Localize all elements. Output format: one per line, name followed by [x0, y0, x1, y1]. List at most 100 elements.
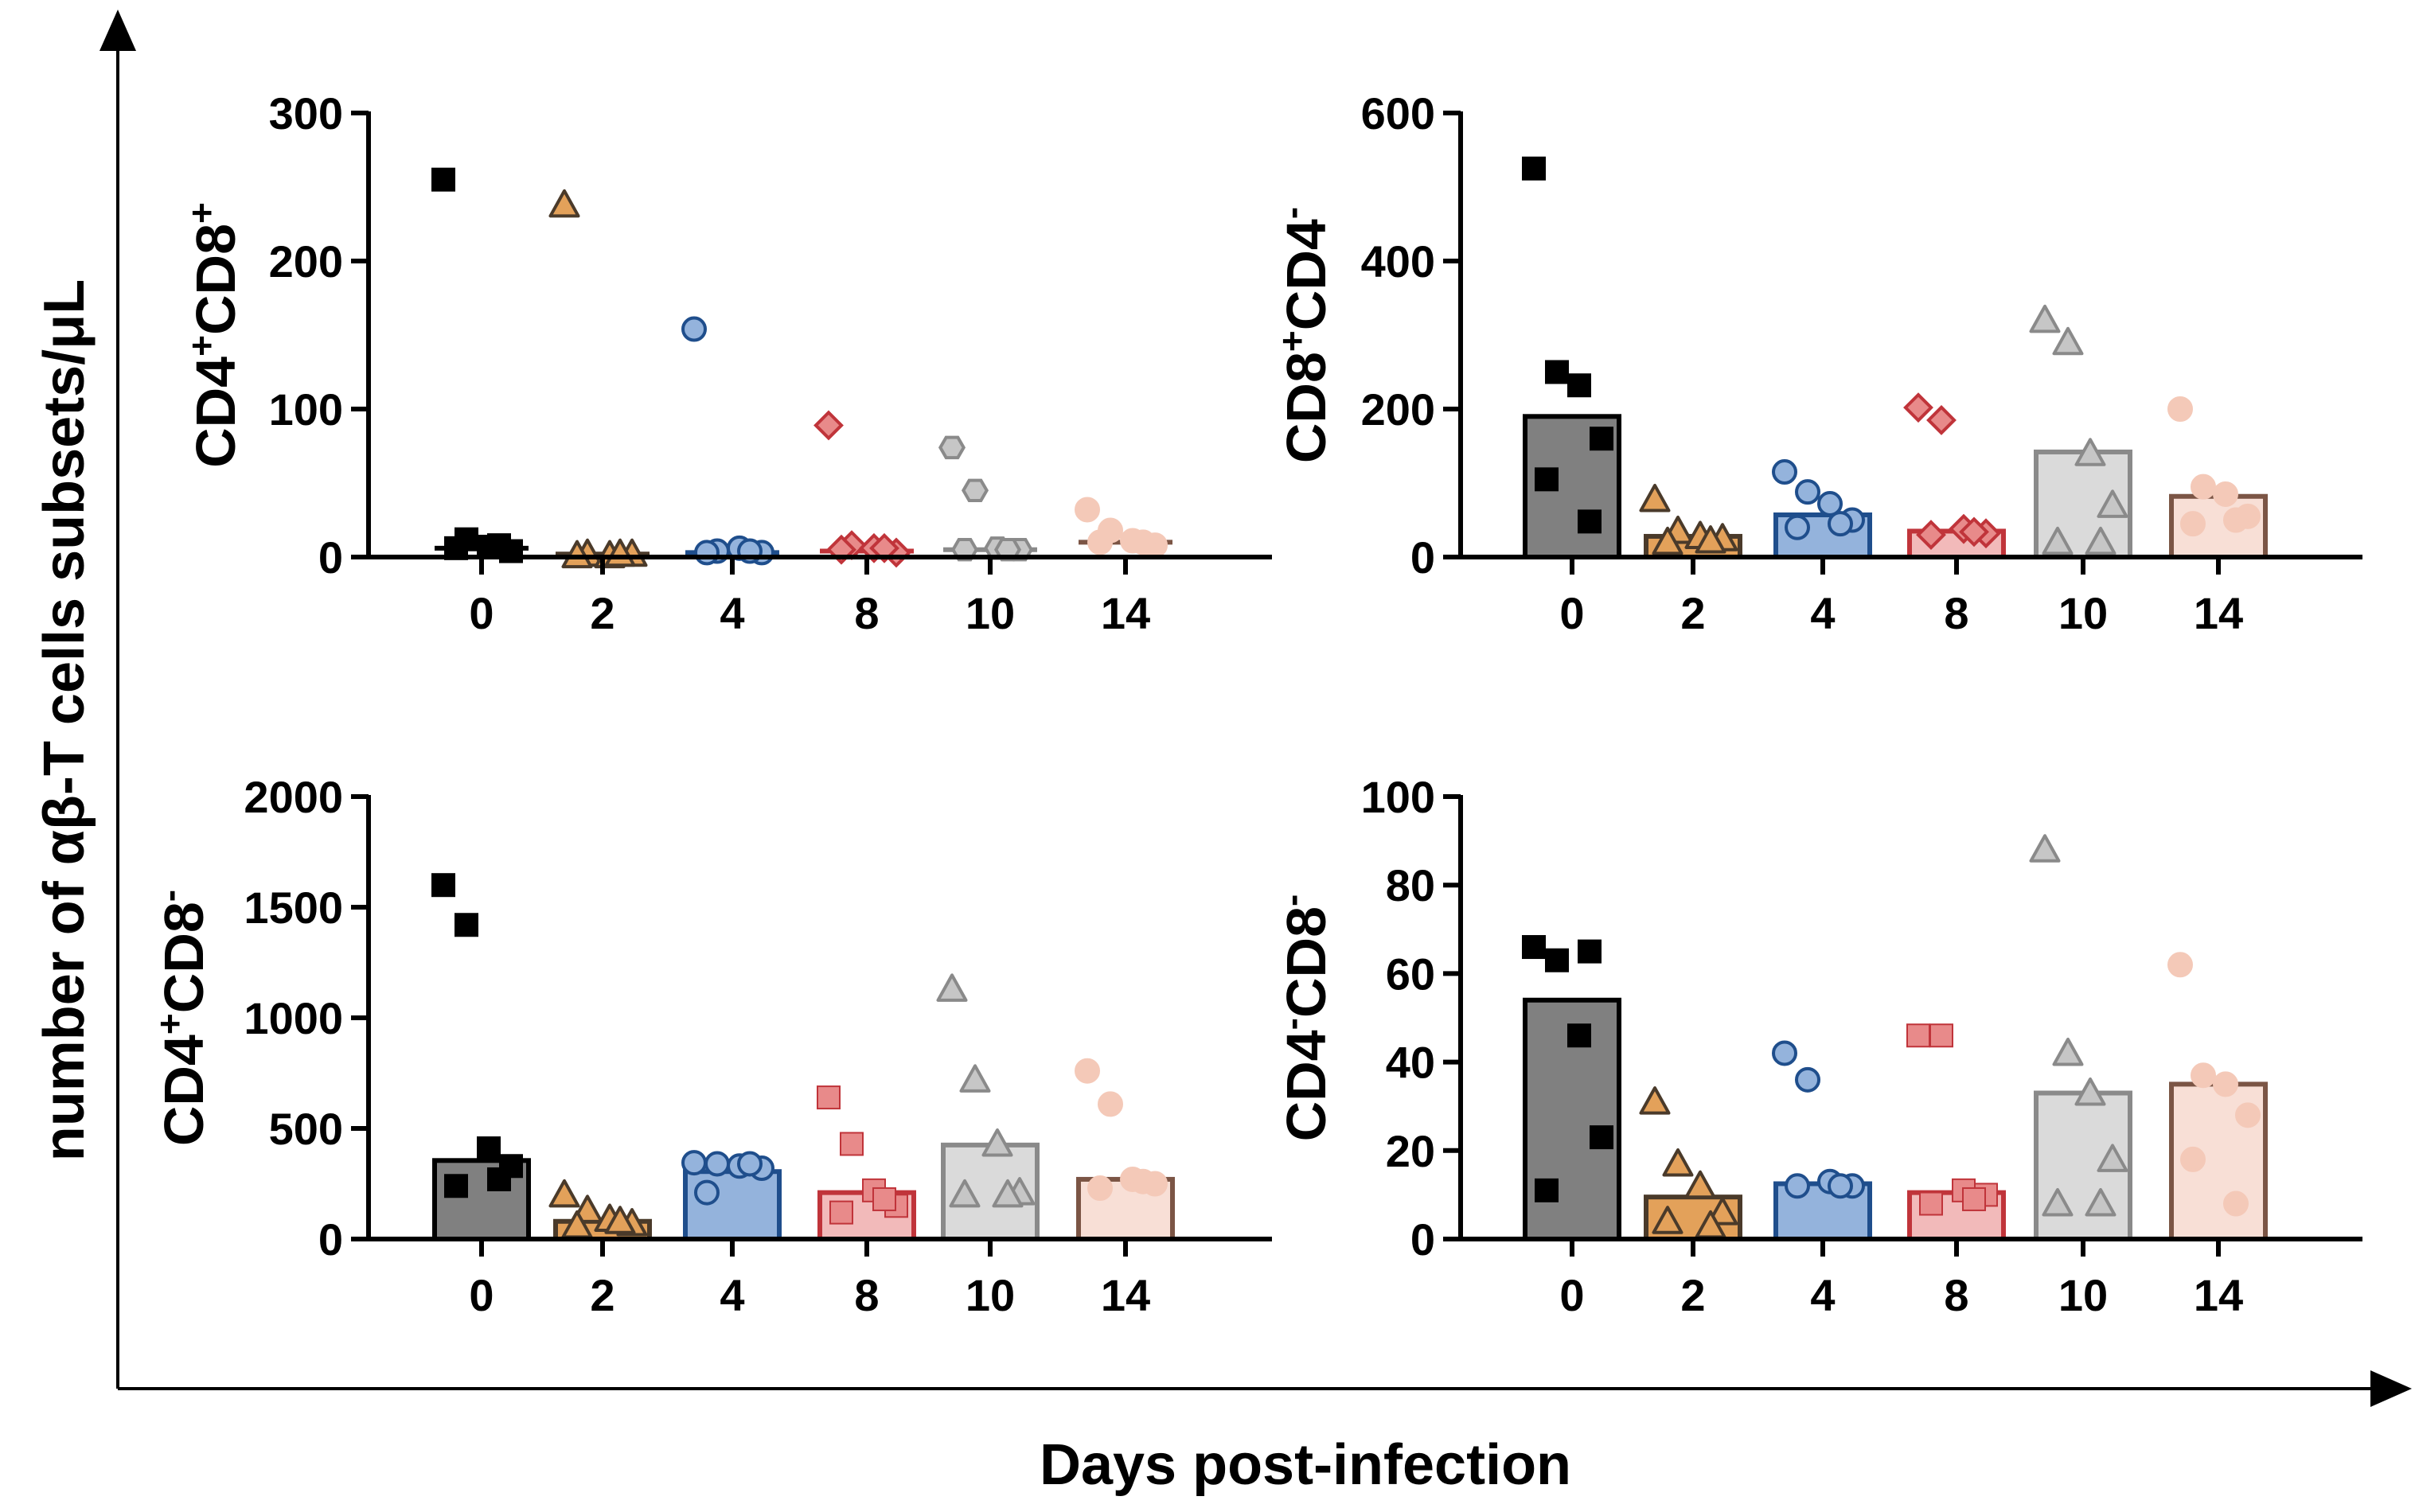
- y-tick-label: 0: [318, 1214, 343, 1265]
- data-point-day-14: [1075, 497, 1100, 523]
- x-tick-label: 4: [720, 588, 744, 638]
- data-point-day-14: [2235, 1102, 2261, 1128]
- data-point-day-14: [1098, 1091, 1123, 1117]
- x-tick-label: 10: [966, 1270, 1015, 1320]
- data-point-day-8: [1926, 405, 1957, 435]
- y-tick-label: 2000: [244, 772, 343, 822]
- x-tick-label: 4: [1810, 588, 1835, 638]
- y-tick-label: 0: [1410, 532, 1435, 583]
- data-point-day-14: [2180, 511, 2206, 537]
- x-tick-label: 4: [720, 1270, 744, 1320]
- x-tick-label: 2: [590, 588, 614, 638]
- data-point-day-0: [1590, 427, 1613, 451]
- x-tick-label: 14: [2194, 588, 2243, 638]
- y-tick-label: 200: [269, 236, 343, 286]
- data-point-day-2: [1662, 1148, 1694, 1177]
- data-point-day-14: [1087, 529, 1113, 555]
- data-point-day-10: [2029, 834, 2061, 863]
- data-point-day-0: [1522, 935, 1546, 960]
- x-tick-label: 0: [1559, 588, 1584, 638]
- data-point-day-0: [455, 913, 478, 937]
- chart-panel-cd8pos-cd4neg: 0 200 400 600 0 2 4 8 10 14 CD8+CD4-CD8+CD4-: [1271, 88, 2362, 638]
- chart-panel-cd4neg-cd8neg: 0 20 40 60 80 100 0 2 4 8 10 14 CD4-CD8-CD4-CD8-: [1271, 772, 2362, 1320]
- data-point-day-10: [938, 435, 966, 460]
- panel-y-label: CD4-CD8-CD4-CD8-: [1271, 894, 1337, 1142]
- data-point-day-0: [487, 1167, 511, 1191]
- x-tick-label: 8: [854, 1270, 879, 1320]
- data-point-day-14: [2191, 473, 2216, 500]
- bar-day-4: [683, 1169, 782, 1241]
- panel-y-label: CD8+CD4-CD8+CD4-: [1271, 207, 1337, 463]
- x-tick-label: 2: [1680, 1270, 1705, 1320]
- data-point-day-4: [1772, 459, 1797, 485]
- data-point-day-8: [813, 410, 844, 441]
- data-point-day-8: [826, 534, 856, 565]
- data-point-day-14: [1130, 529, 1156, 555]
- chart-panel-cd4pos-cd8pos: 0 100 200 300 0 2 4 8 10 14 CD4+CD8+CD4+CD8+: [181, 88, 1272, 638]
- data-point-day-2: [1684, 1170, 1716, 1199]
- data-point-day-14: [1130, 1168, 1156, 1194]
- data-point-day-0: [1578, 509, 1602, 534]
- y-tick-label: 100: [1361, 772, 1435, 822]
- data-point-day-0: [1522, 156, 1546, 181]
- data-point-day-2: [548, 189, 580, 218]
- x-tick-label: 10: [2058, 1270, 2108, 1320]
- x-tick-label: 2: [1680, 588, 1705, 638]
- data-point-day-10: [2052, 326, 2084, 356]
- data-point-day-2: [1652, 526, 1683, 555]
- data-point-day-4: [681, 316, 707, 342]
- data-point-day-8: [872, 1187, 896, 1211]
- data-point-day-4: [1828, 1173, 1853, 1199]
- y-tick-label: 20: [1386, 1126, 1435, 1176]
- data-point-day-8: [1903, 392, 1933, 423]
- y-tick-label: 0: [318, 532, 343, 583]
- x-tick-label: 8: [1944, 1270, 1968, 1320]
- data-point-day-8: [1962, 1187, 1986, 1211]
- data-point-day-2: [1639, 1086, 1671, 1115]
- data-point-day-10: [2074, 1077, 2106, 1106]
- data-point-day-8: [1906, 1023, 1930, 1048]
- data-point-day-0: [477, 1136, 501, 1161]
- data-point-day-14: [2223, 1191, 2249, 1217]
- data-point-day-14: [2191, 1062, 2216, 1089]
- data-point-day-10: [961, 478, 989, 503]
- x-tick-label: 14: [2194, 1270, 2243, 1320]
- data-point-day-10: [992, 1179, 1024, 1208]
- data-point-day-8: [817, 1085, 841, 1110]
- y-tick-label: 600: [1361, 88, 1435, 138]
- data-point-day-4: [1785, 514, 1810, 540]
- data-point-day-0: [431, 873, 455, 898]
- y-tick-label: 0: [1410, 1214, 1435, 1265]
- y-tick-label: 300: [269, 88, 343, 138]
- data-point-day-14: [2223, 507, 2249, 533]
- x-tick-label: 14: [1101, 1270, 1150, 1320]
- y-tick-label: 100: [269, 384, 343, 435]
- data-point-day-4: [704, 1151, 730, 1177]
- data-point-day-14: [1087, 1175, 1113, 1202]
- y-tick-label: 40: [1386, 1038, 1435, 1088]
- data-point-day-14: [2213, 481, 2238, 507]
- big-y-axis-arrow-icon: [99, 10, 136, 51]
- data-point-day-0: [1590, 1125, 1613, 1150]
- data-point-day-10: [949, 1179, 981, 1208]
- data-point-day-14: [2213, 1071, 2238, 1097]
- data-point-day-4: [1795, 479, 1820, 505]
- big-x-axis-arrow-icon: [2370, 1370, 2412, 1407]
- x-tick-label: 0: [469, 588, 494, 638]
- data-point-day-8: [840, 1132, 864, 1156]
- data-point-day-10: [2029, 304, 2061, 333]
- data-point-day-10: [2052, 1037, 2084, 1066]
- data-point-day-2: [1639, 483, 1671, 512]
- data-point-day-10: [959, 1064, 991, 1093]
- data-point-day-14: [2167, 396, 2193, 422]
- x-tick-label: 10: [966, 588, 1015, 638]
- y-tick-label: 1000: [244, 993, 343, 1043]
- data-point-day-10: [2085, 526, 2117, 555]
- data-point-day-2: [561, 540, 593, 569]
- data-point-day-4: [1817, 491, 1843, 517]
- data-point-day-0: [1535, 467, 1559, 492]
- y-axis-title: number of αβ-T cells subsets/μL: [33, 279, 96, 1161]
- chart-panel-cd4pos-cd8neg: 0 500 1000 1500 2000 0 2 4 8 10 14 CD4+CD8-CD4+CD8-: [149, 772, 1272, 1320]
- data-point-day-10: [2042, 1188, 2074, 1217]
- x-axis-title: Days post-infection: [1040, 1433, 1571, 1497]
